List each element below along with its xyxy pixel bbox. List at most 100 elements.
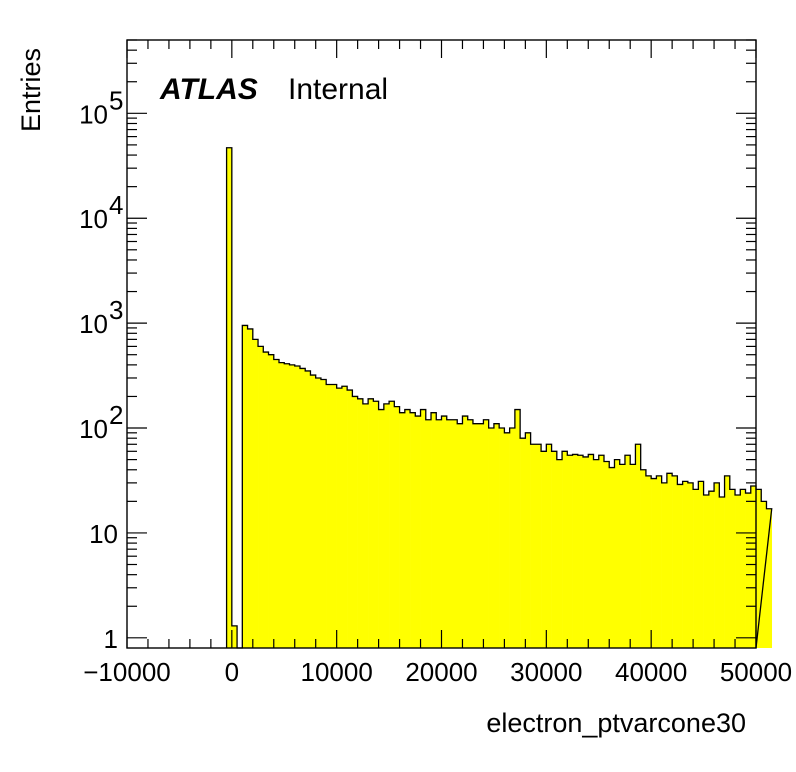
histogram-bar <box>651 478 657 648</box>
histogram-bar <box>541 451 547 648</box>
histogram-bar <box>640 469 647 648</box>
histogram-bar <box>609 467 615 648</box>
histogram-bar <box>698 481 704 648</box>
histogram-bar <box>572 454 579 648</box>
y-tick-label: 10 <box>79 204 108 234</box>
histogram-bar <box>556 459 563 648</box>
histogram-bar <box>546 444 552 648</box>
histogram-bar <box>389 401 395 648</box>
x-tick-labels: −10000 0 10000 20000 30000 40000 50000 <box>83 657 792 687</box>
atlas-label: ATLAS <box>159 73 258 106</box>
y-tick-label: 10 <box>79 309 108 339</box>
histogram-bar <box>478 423 484 648</box>
histogram-bar <box>226 147 233 648</box>
histogram-bar <box>735 494 741 648</box>
histogram-bar <box>467 419 474 648</box>
histogram-bar <box>630 464 636 648</box>
x-tick-label: 50000 <box>720 657 792 687</box>
histogram-bar <box>588 454 594 648</box>
histogram-bar <box>305 370 311 648</box>
histogram-bar <box>499 428 505 648</box>
axis-ticks <box>126 39 757 648</box>
histogram-bar <box>441 416 448 648</box>
histogram-bar <box>520 438 526 648</box>
histogram-bar <box>619 464 626 648</box>
histogram-bar <box>462 416 469 648</box>
histogram-bar <box>614 459 621 648</box>
histogram-bar <box>258 346 264 648</box>
histogram-bar <box>562 451 568 648</box>
histogram-bar <box>383 403 390 648</box>
histogram-bar <box>745 493 752 648</box>
histogram-bar <box>299 368 306 648</box>
histogram-bar <box>693 489 699 648</box>
histogram-bar <box>750 486 757 648</box>
histogram-bar <box>729 489 736 648</box>
histogram-bar <box>703 494 710 648</box>
histogram-outline <box>225 147 773 649</box>
histogram-bar <box>279 362 285 648</box>
histogram-bar <box>284 363 290 648</box>
x-tick-label: 0 <box>225 657 239 687</box>
histogram-bar <box>336 388 343 648</box>
histogram-bar <box>493 423 500 648</box>
histogram-bar <box>661 482 668 648</box>
histogram-bar <box>420 409 427 648</box>
histogram-bar <box>677 484 683 648</box>
x-axis-title: electron_ptvarcone30 <box>486 708 746 738</box>
histogram-bar <box>472 423 479 648</box>
x-tick-label: 20000 <box>405 657 477 687</box>
histogram-bars <box>226 147 773 648</box>
histogram-bar <box>488 428 495 648</box>
histogram-bar <box>231 625 238 648</box>
y-tick-exponent: 3 <box>109 295 123 325</box>
histogram-bar <box>483 419 489 648</box>
histogram-bar <box>347 390 353 648</box>
histogram-bar <box>394 406 400 648</box>
histogram-bar <box>724 475 731 648</box>
histogram-bar <box>310 375 316 648</box>
y-tick-exponent: 5 <box>109 85 123 115</box>
histogram-bar <box>446 419 453 648</box>
histogram-bar <box>666 473 673 648</box>
histogram-bar <box>624 455 631 648</box>
histogram-bar <box>708 491 715 648</box>
histogram-bar <box>577 455 584 648</box>
histogram-bar <box>373 401 379 648</box>
histogram-bar <box>326 384 332 648</box>
histogram-bar <box>598 455 605 648</box>
histogram-bar <box>399 412 406 648</box>
y-tick-exponent: 2 <box>109 400 123 430</box>
histogram-bar <box>378 409 385 648</box>
histogram-bar <box>451 419 458 648</box>
histogram-bar <box>352 396 358 648</box>
histogram-bar <box>525 432 531 648</box>
histogram-bar <box>368 398 374 648</box>
histogram-bar <box>514 409 521 648</box>
histogram-bar <box>504 432 510 648</box>
histogram-bar <box>756 489 762 648</box>
histogram-bar <box>766 508 773 648</box>
histogram-bar <box>320 379 327 648</box>
histogram-bar <box>415 416 421 648</box>
y-axis-title: Entries <box>16 48 46 132</box>
histogram-bar <box>551 451 558 648</box>
histogram-bar <box>583 456 589 648</box>
histogram-bar <box>263 352 269 648</box>
histogram-bar <box>603 461 610 648</box>
histogram-bar <box>294 366 301 648</box>
histogram-bar <box>530 444 537 648</box>
histogram-bar <box>431 412 437 648</box>
histogram-bar <box>315 377 322 648</box>
histogram-bar <box>273 359 280 648</box>
histogram-bar <box>341 386 348 648</box>
histogram-bar <box>719 497 725 648</box>
y-tick-exponent: 4 <box>109 190 123 220</box>
histogram-bar <box>740 489 746 648</box>
histogram-bar <box>535 444 542 648</box>
histogram-bar <box>567 455 573 648</box>
internal-label: Internal <box>288 73 388 106</box>
histogram-bar <box>645 475 652 648</box>
